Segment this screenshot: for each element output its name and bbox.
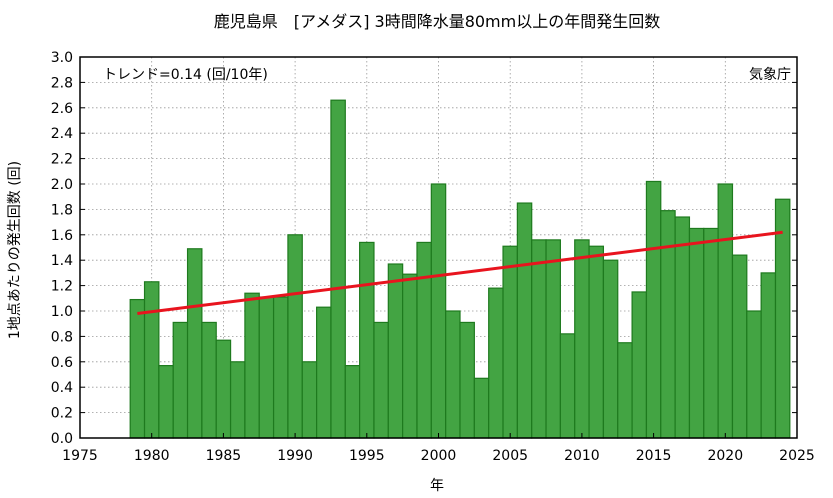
y-axis-label: 1地点あたりの発生回数 (回) bbox=[7, 161, 23, 339]
bar-1979 bbox=[129, 298, 146, 439]
bar-1981 bbox=[158, 365, 174, 439]
bar-2022 bbox=[746, 310, 762, 439]
bar-series bbox=[129, 99, 791, 439]
source-annotation: 気象庁 bbox=[749, 67, 791, 83]
trend-annotation: トレンド=0.14 (回/10年) bbox=[103, 67, 268, 83]
bar-2002 bbox=[459, 321, 475, 439]
bar-2023 bbox=[760, 272, 777, 439]
y-tick-label: 1.0 bbox=[51, 304, 73, 320]
bar-1992 bbox=[316, 306, 332, 439]
bar-2006 bbox=[516, 202, 533, 439]
bar-2013 bbox=[617, 342, 633, 439]
y-tick-label: 0.4 bbox=[51, 380, 73, 396]
x-tick-label: 1980 bbox=[134, 448, 170, 464]
bar-2005 bbox=[502, 245, 518, 439]
bar-2003 bbox=[473, 377, 490, 439]
bar-2017 bbox=[674, 216, 691, 439]
bar-2004 bbox=[488, 287, 504, 439]
bar-1983 bbox=[186, 248, 203, 439]
x-tick-label: 2025 bbox=[779, 448, 815, 464]
y-tick-label: 3.0 bbox=[51, 50, 73, 66]
x-tick-label: 1990 bbox=[277, 448, 313, 464]
bar-1984 bbox=[201, 321, 217, 439]
y-tick-label: 2.2 bbox=[51, 152, 73, 168]
x-axis-label: 年 bbox=[430, 478, 444, 494]
bar-1989 bbox=[272, 296, 289, 439]
bar-1996 bbox=[373, 321, 389, 439]
x-tick-label: 1995 bbox=[349, 448, 385, 464]
bar-1982 bbox=[172, 321, 189, 439]
bar-2001 bbox=[445, 310, 461, 439]
y-tick-label: 2.0 bbox=[51, 177, 73, 193]
bar-1994 bbox=[344, 365, 361, 439]
bar-1985 bbox=[215, 339, 232, 439]
x-axis-ticks: 1975 1980 1985 1990 1995 2000 2005 2010 2015 2020… bbox=[62, 433, 815, 464]
bar-1986 bbox=[229, 361, 246, 439]
y-tick-label: 0.2 bbox=[51, 406, 73, 422]
bar-1991 bbox=[301, 361, 318, 439]
bar-1980 bbox=[143, 281, 160, 439]
bar-2007 bbox=[531, 239, 547, 439]
bar-2012 bbox=[602, 259, 619, 439]
bar-2011 bbox=[588, 245, 605, 439]
bar-1998 bbox=[402, 273, 418, 439]
chart-title: 鹿児島県 [アメダス] 3時間降水量80mm以上の年間発生回数 bbox=[214, 12, 660, 31]
bar-2019 bbox=[703, 227, 719, 439]
x-tick-label: 2015 bbox=[636, 448, 672, 464]
trend-line bbox=[137, 230, 783, 316]
bar-2008 bbox=[545, 239, 561, 439]
y-tick-label: 1.8 bbox=[51, 202, 73, 218]
bar-2014 bbox=[631, 291, 648, 439]
x-tick-label: 2020 bbox=[707, 448, 743, 464]
bar-2024 bbox=[774, 198, 791, 439]
bar-2010 bbox=[574, 239, 590, 439]
bar-1995 bbox=[359, 241, 375, 439]
y-tick-label: 1.6 bbox=[51, 228, 73, 244]
y-tick-label: 1.2 bbox=[51, 279, 73, 295]
y-tick-label: 0.6 bbox=[51, 355, 73, 371]
x-tick-label: 2010 bbox=[564, 448, 600, 464]
bar-1990 bbox=[287, 234, 303, 439]
bar-2021 bbox=[731, 254, 748, 439]
y-tick-label: 2.6 bbox=[51, 101, 73, 117]
bar-2000 bbox=[430, 183, 447, 439]
x-tick-label: 1985 bbox=[206, 448, 242, 464]
y-tick-label: 1.4 bbox=[51, 253, 73, 269]
y-tick-label: 0.8 bbox=[51, 329, 73, 345]
x-tick-label: 2000 bbox=[421, 448, 457, 464]
bar-1999 bbox=[416, 241, 432, 439]
bar-1997 bbox=[387, 263, 404, 439]
bar-1987 bbox=[244, 292, 260, 439]
bar-1993 bbox=[330, 99, 346, 439]
y-tick-label: 2.8 bbox=[51, 75, 73, 91]
bar-2009 bbox=[559, 333, 576, 439]
y-tick-label: 2.4 bbox=[51, 126, 73, 142]
x-tick-label: 1975 bbox=[62, 448, 98, 464]
bar-1988 bbox=[258, 296, 275, 439]
y-tick-label: 0.0 bbox=[51, 431, 73, 447]
bar-2015 bbox=[645, 180, 662, 439]
bar-2020 bbox=[717, 183, 734, 439]
x-tick-label: 2005 bbox=[492, 448, 528, 464]
y-axis-ticks: 0.0 0.2 0.4 0.6 0.8 1.0 1.2 1.4 1.6 1.8 2.0 2.2 2.4 2… bbox=[51, 50, 797, 447]
bar-2018 bbox=[688, 227, 705, 439]
